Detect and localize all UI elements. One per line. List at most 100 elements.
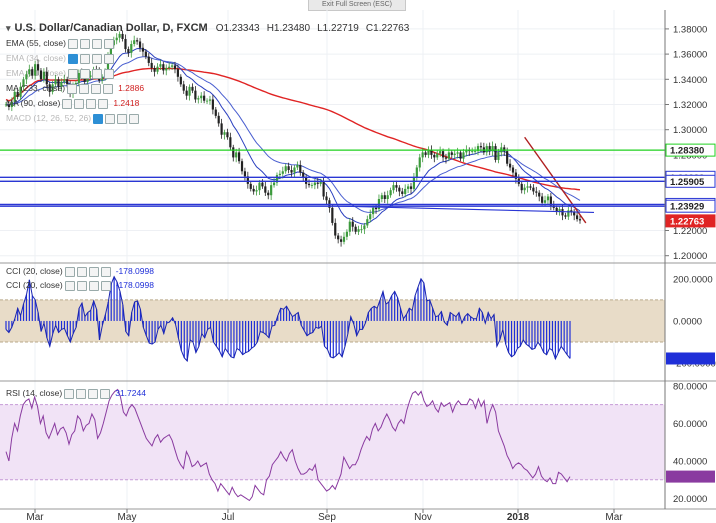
collapse-chevron-icon[interactable]: ▾	[6, 23, 11, 33]
candle-up	[427, 149, 430, 155]
candle-down	[176, 69, 180, 77]
candle-down	[232, 147, 235, 158]
candle-up	[165, 67, 168, 71]
main-legend-row[interactable]: EMA (55, close)	[6, 38, 114, 49]
close-icon[interactable]	[92, 38, 102, 49]
close-icon[interactable]	[91, 83, 102, 94]
more-icon[interactable]	[100, 280, 111, 291]
candle-up	[25, 74, 28, 80]
settings-icon[interactable]	[76, 266, 87, 277]
price-tick-label: 1.32000	[673, 100, 707, 111]
exit-fullscreen-button[interactable]: Exit Full Screen (ESC)	[308, 0, 406, 11]
settings-icon[interactable]	[74, 98, 85, 109]
more-icon[interactable]	[104, 38, 114, 49]
more-icon[interactable]	[100, 388, 111, 399]
rsi-tick-label: 80.0000	[673, 381, 707, 392]
more-icon[interactable]	[98, 98, 109, 109]
settings-icon[interactable]	[76, 388, 87, 399]
candle-down	[194, 90, 197, 100]
eye-icon[interactable]	[64, 266, 75, 277]
candle-up	[63, 79, 66, 82]
candle-down	[334, 222, 337, 236]
candle-down	[450, 152, 453, 155]
candle-down	[214, 109, 217, 116]
candle-down	[290, 170, 293, 173]
main-legend-row[interactable]: EMA (21, close)	[6, 68, 114, 79]
candle-down	[211, 99, 214, 110]
candle-down	[374, 207, 378, 210]
close-icon[interactable]	[92, 53, 102, 64]
settings-icon[interactable]	[105, 113, 116, 124]
settings-icon[interactable]	[80, 38, 90, 49]
eye-icon[interactable]	[68, 68, 78, 79]
close-icon[interactable]	[88, 280, 99, 291]
candle-up	[284, 166, 287, 172]
candle-up	[22, 79, 25, 87]
rsi-legend-row[interactable]: RSI (14, close) 31.7244	[6, 388, 146, 399]
close-icon[interactable]	[92, 68, 102, 79]
more-icon[interactable]	[104, 68, 114, 79]
candle-up	[4, 104, 8, 106]
rsi-value-tag	[666, 470, 715, 483]
rsi-legend-label: RSI (14, close)	[6, 388, 63, 398]
candle-down	[511, 167, 515, 173]
settings-icon[interactable]	[79, 83, 90, 94]
candle-down	[578, 219, 582, 221]
cci-legend-row[interactable]: CCI (20, close) -178.0998	[6, 280, 154, 291]
close-icon[interactable]	[88, 388, 99, 399]
candle-down	[264, 186, 267, 193]
more-icon[interactable]	[103, 83, 114, 94]
candle-down	[535, 191, 538, 193]
main-legend-label: EMA (21, close)	[6, 68, 66, 78]
more-icon[interactable]	[100, 266, 111, 277]
low-value: L1.22719	[317, 23, 359, 34]
candle-down	[433, 154, 436, 158]
rsi-tick-label: 20.0000	[673, 494, 707, 505]
more-icon[interactable]	[129, 113, 140, 124]
close-icon[interactable]	[86, 98, 97, 109]
candle-up	[168, 66, 171, 68]
candle-up	[465, 149, 468, 153]
main-legend-label: EMA (55, close)	[6, 38, 66, 48]
eye-icon[interactable]	[68, 53, 78, 64]
settings-icon[interactable]	[76, 280, 87, 291]
candle-down	[173, 65, 177, 70]
candle-up	[28, 69, 31, 75]
eye-icon[interactable]	[62, 98, 73, 109]
candle-down	[7, 104, 11, 108]
main-legend-row[interactable]: MA (233, close) 1.2886	[6, 83, 144, 94]
candle-down	[39, 70, 43, 80]
candle-down	[36, 64, 40, 71]
eye-icon[interactable]	[64, 388, 75, 399]
settings-icon[interactable]	[80, 53, 90, 64]
eye-icon[interactable]	[64, 280, 75, 291]
close-icon[interactable]	[117, 113, 128, 124]
eye-icon[interactable]	[93, 113, 104, 124]
candle-down	[16, 91, 19, 97]
candle-up	[10, 101, 13, 108]
more-icon[interactable]	[104, 53, 114, 64]
close-icon[interactable]	[88, 266, 99, 277]
eye-icon[interactable]	[67, 83, 78, 94]
cci-legend-label: CCI (20, close)	[6, 266, 63, 276]
main-legend-row[interactable]: MACD (12, 26, 52, 26)	[6, 113, 140, 124]
eye-icon[interactable]	[68, 38, 78, 49]
high-value: H1.23480	[266, 23, 311, 34]
cci-legend-row[interactable]: CCI (20, close) -178.0998	[6, 266, 154, 277]
candle-down	[514, 172, 517, 179]
candle-up	[369, 214, 372, 220]
candle-down	[141, 47, 145, 52]
candle-up	[51, 84, 54, 92]
candle-up	[133, 40, 136, 45]
main-legend-row[interactable]: MA (90, close) 1.2418	[6, 98, 139, 109]
candle-up	[208, 99, 212, 101]
candle-down	[541, 196, 544, 203]
candle-up	[278, 173, 281, 176]
candle-up	[89, 75, 92, 77]
main-legend-row[interactable]: EMA (34, close)	[6, 53, 114, 64]
candle-up	[223, 132, 226, 135]
candle-down	[479, 146, 483, 148]
settings-icon[interactable]	[80, 68, 90, 79]
candle-down	[307, 183, 311, 186]
candle-up	[310, 185, 314, 186]
